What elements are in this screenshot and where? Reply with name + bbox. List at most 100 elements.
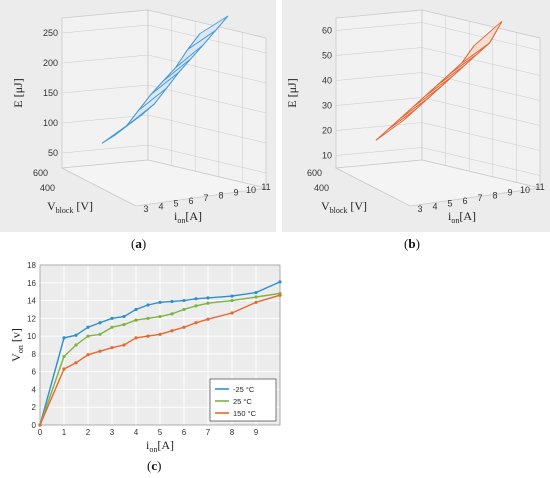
z-gridline xyxy=(61,144,267,174)
z-gridline xyxy=(335,72,541,101)
data-point xyxy=(122,343,126,347)
x-tick-label: 5 xyxy=(158,428,163,437)
legend-entry: 25 °C xyxy=(233,397,252,406)
x-axis-label-sub: on xyxy=(149,445,157,454)
surface-chart-b: 10 20 30 40 50 60 600 400 3 4 5 6 7 8 9 10 11 E [μJ] Vbloc… xyxy=(282,0,550,232)
x-tick-label: 9 xyxy=(233,188,238,198)
z-tick-label: 40 xyxy=(322,76,332,86)
data-point xyxy=(74,343,78,347)
data-point xyxy=(134,307,138,312)
z-gridline xyxy=(61,114,267,144)
data-point xyxy=(278,280,282,284)
x-tick-label: 10 xyxy=(246,185,256,195)
surface-edge-front xyxy=(375,45,475,141)
x-tick-label: 7 xyxy=(477,193,482,203)
data-point xyxy=(62,354,66,359)
data-point xyxy=(230,311,234,315)
x-axis-label-sub: on xyxy=(451,216,459,225)
x-axis-label-main: i xyxy=(448,209,452,223)
y-tick-label: 14 xyxy=(27,297,36,306)
y-tick-label: 600 xyxy=(33,168,48,178)
y-tick-label: 0 xyxy=(32,421,37,430)
z-gridline xyxy=(335,97,541,126)
y-axis-label-sub: block xyxy=(56,206,74,215)
y-axis-label-unit: [V] xyxy=(73,199,93,213)
data-point xyxy=(278,293,282,297)
z-tick-label: 50 xyxy=(48,148,58,158)
z-tick-label: 100 xyxy=(43,118,58,128)
data-point xyxy=(182,307,186,312)
x-axis-label-main: i xyxy=(174,209,178,223)
x-tick-label: 2 xyxy=(86,428,91,437)
z-gridline xyxy=(61,24,267,54)
data-point xyxy=(194,304,198,308)
x-tick-label: 6 xyxy=(188,196,193,206)
y-axis-label-main: V xyxy=(9,353,23,362)
y-axis-label-sub: block xyxy=(330,206,348,215)
data-point xyxy=(110,316,114,320)
z-tick-label: 60 xyxy=(322,26,332,36)
data-point xyxy=(146,303,150,307)
x-tick-label: 3 xyxy=(143,204,148,214)
legend-entry: 150 °C xyxy=(233,409,257,418)
data-point xyxy=(110,346,114,350)
data-point xyxy=(62,367,66,371)
x-axis-label-unit: [A] xyxy=(185,209,202,223)
z-tick-label: 20 xyxy=(322,126,332,136)
y-tick-label: 8 xyxy=(32,350,37,359)
x-tick-label: 11 xyxy=(535,182,544,192)
z-tick-label: 150 xyxy=(43,88,58,98)
y-tick-label: 600 xyxy=(307,168,322,178)
x-tick-label: 7 xyxy=(203,193,208,203)
z-tick-label: 250 xyxy=(43,28,58,38)
y-axis-label-unit: [v] xyxy=(9,328,23,345)
data-point xyxy=(86,334,90,338)
data-point xyxy=(158,314,162,319)
z-axis-label: E [μJ] xyxy=(285,78,299,107)
y-axis-label-main: V xyxy=(321,199,330,213)
data-point xyxy=(134,336,138,340)
x-tick-label: 5 xyxy=(447,199,452,209)
surface-edge-back xyxy=(129,15,229,124)
data-point xyxy=(134,318,138,322)
data-point xyxy=(98,332,102,336)
surface-edge-front xyxy=(101,33,201,144)
data-point xyxy=(86,325,90,329)
z-gridline xyxy=(335,22,541,51)
x-tick-label: 5 xyxy=(173,199,178,209)
y-tick-label: 6 xyxy=(32,368,37,377)
data-point xyxy=(182,298,186,303)
x-tick-label: 6 xyxy=(182,428,187,437)
data-point xyxy=(170,329,174,333)
x-tick-label: 8 xyxy=(230,428,235,437)
z-gridline xyxy=(61,84,267,114)
z-gridline xyxy=(335,122,541,151)
data-point xyxy=(146,316,150,320)
x-tick-label: 7 xyxy=(206,428,211,437)
legend-entry: -25 °C xyxy=(233,385,255,394)
x-axis-label: ion[A] xyxy=(146,438,174,454)
z-tick-label: 10 xyxy=(322,151,332,161)
data-point xyxy=(74,361,78,365)
data-point xyxy=(206,296,210,300)
y-tick-label: 10 xyxy=(27,332,36,341)
z-gridline xyxy=(335,147,541,176)
y-axis-label-unit: [V] xyxy=(347,199,367,213)
x-axis-label-unit: [A] xyxy=(157,438,174,452)
data-point xyxy=(254,295,258,299)
left-wall-b xyxy=(335,9,423,169)
data-point xyxy=(98,349,102,353)
z-gridline xyxy=(61,54,267,84)
data-point xyxy=(230,294,234,298)
data-point xyxy=(158,300,162,304)
x-tick-label: 9 xyxy=(254,428,259,437)
x-axis-label-sub: on xyxy=(177,216,185,225)
caption-c: (c) xyxy=(147,458,162,473)
data-point xyxy=(110,325,114,329)
y-tick-label: 12 xyxy=(27,314,36,323)
x-tick-label: 1 xyxy=(62,428,67,437)
data-point xyxy=(146,334,150,338)
x-tick-label: 3 xyxy=(417,204,422,214)
panel-c: 0 2 4 6 8 10 12 14 16 18 0 1 2 3 4 5 6 7 8 9 -25 °C 25 °C 150… xyxy=(0,255,290,455)
